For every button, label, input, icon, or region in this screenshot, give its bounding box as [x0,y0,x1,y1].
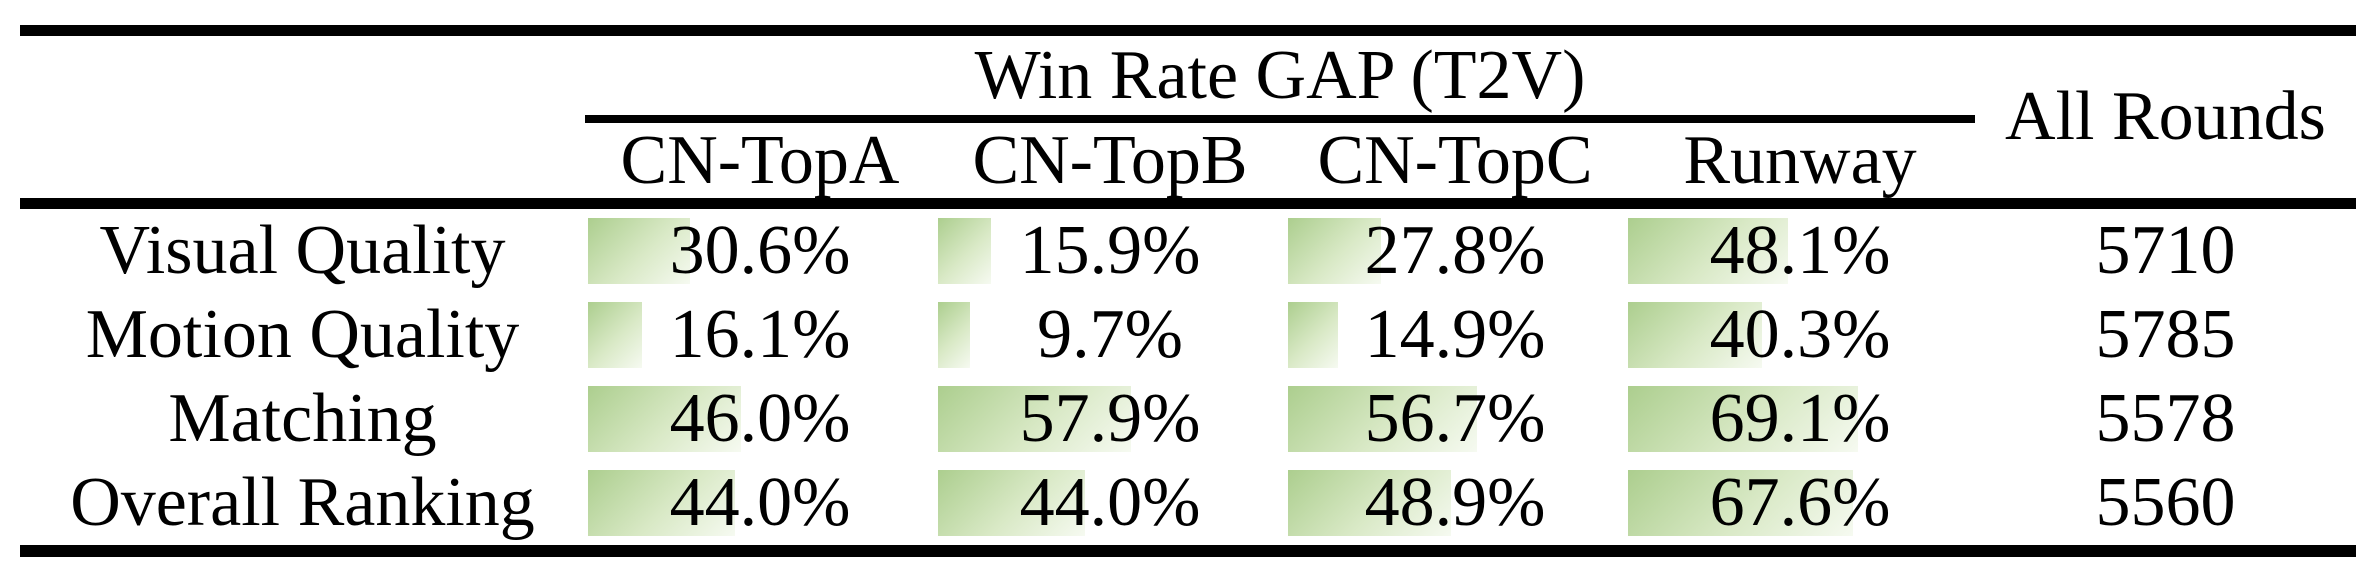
table-row-visual-quality: Visual Quality 30.6% 15.9% 27.8% 48.1% 5… [20,209,2356,293]
win-rate-value: 40.3% [1709,296,1891,373]
data-cell: 16.1% [585,293,935,377]
win-rate-value: 16.1% [669,296,851,373]
win-rate-value: 48.9% [1364,464,1546,541]
win-rate-value: 46.0% [669,380,851,457]
data-cell: 27.8% [1285,209,1625,293]
data-cell: 44.0% [935,461,1285,545]
table-row-motion-quality: Motion Quality 16.1% 9.7% 14.9% 40.3% 57… [20,293,2356,377]
win-rate-bar [938,386,1131,452]
row-label: Visual Quality [99,212,506,289]
column-header-cn-topa: CN-TopA [620,122,900,199]
win-rate-bar [938,470,1085,536]
win-rate-value: 67.6% [1709,464,1891,541]
table-row-overall-ranking: Overall Ranking 44.0% 44.0% 48.9% 67.6% … [20,461,2356,545]
win-rate-bar [1628,302,1762,368]
win-rate-value: 56.7% [1364,380,1546,457]
data-cell: 15.9% [935,209,1285,293]
row-label: Overall Ranking [70,464,535,541]
column-header-cn-topc: CN-TopC [1317,122,1593,199]
data-cell: 69.1% [1625,377,1975,461]
win-rate-value: 14.9% [1364,296,1546,373]
data-cell: 30.6% [585,209,935,293]
column-header-runway: Runway [1683,122,1917,199]
win-rate-bar [1628,470,1853,536]
win-rate-value: 15.9% [1019,212,1201,289]
column-header-cn-topb: CN-TopB [972,122,1248,199]
all-rounds-value: 5560 [2095,464,2236,541]
row-label: Motion Quality [85,296,520,373]
win-rate-bar [1628,386,1858,452]
bottom-rule [20,545,2356,557]
table-body: Visual Quality 30.6% 15.9% 27.8% 48.1% 5… [20,209,2356,545]
top-rule [20,25,2356,36]
data-cell: 14.9% [1285,293,1625,377]
group-header-title: Win Rate GAP (T2V) [974,37,1586,114]
win-rate-value: 69.1% [1709,380,1891,457]
win-rate-bar [1288,302,1338,368]
win-rate-bar [1288,386,1477,452]
win-rate-bar [1628,218,1788,284]
row-label: Matching [168,380,437,457]
data-cell: 67.6% [1625,461,1975,545]
win-rate-value: 48.1% [1709,212,1891,289]
win-rate-bar [938,218,991,284]
win-rate-bar [588,386,741,452]
data-cell: 56.7% [1285,377,1625,461]
win-rate-value: 30.6% [669,212,851,289]
data-cell: 48.9% [1285,461,1625,545]
all-rounds-value: 5710 [2095,212,2236,289]
column-header-all-rounds: All Rounds [2005,78,2326,155]
header-separator-rule [20,198,2356,209]
win-rate-bar [588,218,690,284]
win-rate-bar [588,470,735,536]
win-rate-value: 44.0% [669,464,851,541]
win-rate-value: 57.9% [1019,380,1201,457]
win-rate-bar [1288,218,1381,284]
win-rate-value: 44.0% [1019,464,1201,541]
data-cell: 57.9% [935,377,1285,461]
data-cell: 46.0% [585,377,935,461]
win-rate-value: 9.7% [1037,296,1183,373]
win-rate-value: 27.8% [1364,212,1546,289]
all-rounds-value: 5785 [2095,296,2236,373]
data-cell: 48.1% [1625,209,1975,293]
data-cell: 44.0% [585,461,935,545]
group-header-underline-rule [585,115,1975,123]
data-cell: 9.7% [935,293,1285,377]
win-rate-bar [588,302,642,368]
table-row-matching: Matching 46.0% 57.9% 56.7% 69.1% 5578 [20,377,2356,461]
data-cell: 40.3% [1625,293,1975,377]
win-rate-bar [938,302,970,368]
all-rounds-value: 5578 [2095,380,2236,457]
win-rate-bar [1288,470,1451,536]
